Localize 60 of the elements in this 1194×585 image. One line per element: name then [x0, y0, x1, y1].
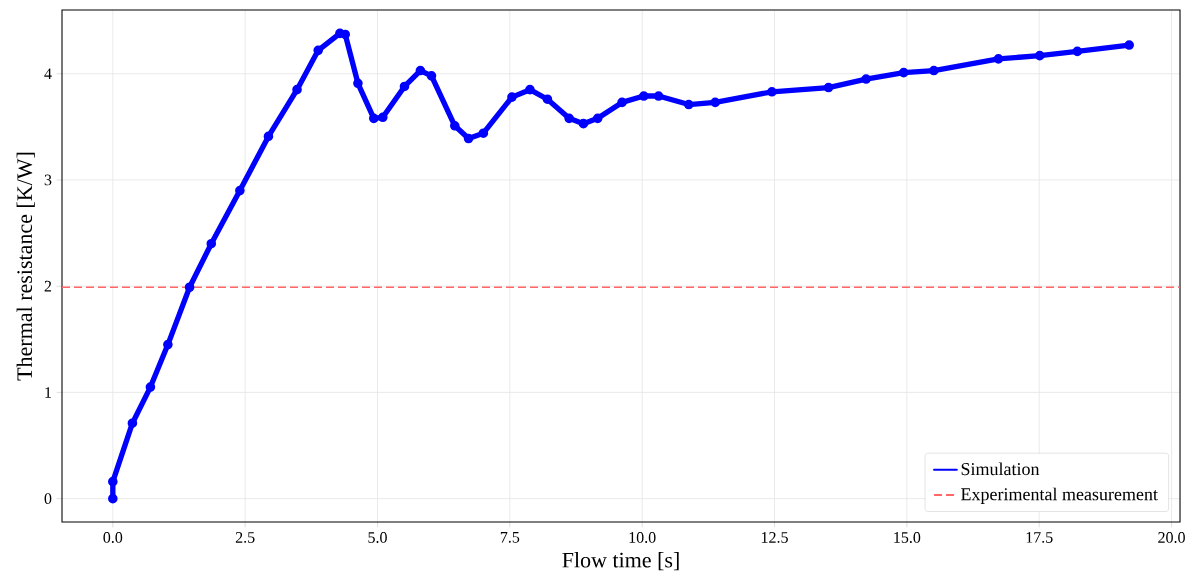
- point: [415, 65, 426, 76]
- point: [638, 91, 649, 101]
- point: [206, 238, 217, 249]
- point: [235, 185, 245, 196]
- point: [335, 28, 345, 39]
- point: [399, 81, 410, 92]
- point: [993, 54, 1004, 64]
- point: [592, 113, 603, 124]
- point: [542, 94, 553, 105]
- x-tick-label: 15.0: [894, 532, 921, 543]
- point: [525, 84, 535, 95]
- legend-label: Experimental measurement: [961, 487, 1158, 504]
- point: [578, 118, 589, 129]
- point: [617, 97, 627, 108]
- point: [564, 113, 574, 124]
- x-tick-label: 0.0: [103, 532, 123, 543]
- point: [767, 86, 777, 97]
- x-tick-label: 17.5: [1026, 532, 1053, 543]
- y-tick-label: 2: [44, 280, 52, 292]
- point: [184, 282, 195, 293]
- x-tick-label: 2.5: [235, 532, 255, 543]
- point: [353, 78, 363, 89]
- point: [507, 92, 517, 102]
- x-tick-label: 5.0: [368, 532, 387, 543]
- point: [653, 91, 664, 101]
- x-axis-title: Flow time [s]: [562, 552, 679, 571]
- x-tick-label: 10.0: [629, 532, 656, 543]
- point: [426, 71, 437, 81]
- x-tick-label: 20.0: [1158, 532, 1185, 543]
- point: [368, 113, 379, 124]
- point: [1072, 46, 1083, 57]
- point: [823, 82, 834, 93]
- y-tick-label: 0: [44, 493, 52, 505]
- y-tick-label: 1: [45, 387, 52, 398]
- point: [449, 120, 460, 131]
- point: [127, 418, 138, 429]
- legend-label: Simulation: [961, 462, 1040, 476]
- point: [292, 84, 302, 95]
- point: [861, 74, 871, 84]
- point: [1034, 50, 1045, 61]
- y-tick-label: 4: [44, 68, 52, 79]
- point: [340, 29, 351, 40]
- point: [108, 493, 118, 504]
- point: [1124, 40, 1134, 50]
- y-tick-label: 3: [44, 174, 52, 186]
- point: [263, 131, 274, 142]
- point: [898, 67, 909, 78]
- point: [377, 112, 388, 123]
- x-tick-label: 12.5: [761, 532, 788, 543]
- point: [463, 133, 474, 144]
- point: [929, 65, 939, 76]
- point: [683, 99, 694, 110]
- point: [108, 476, 118, 487]
- point: [478, 128, 489, 139]
- point: [313, 45, 324, 56]
- x-tick-label: 7.5: [500, 532, 520, 543]
- y-axis-title: Thermal resistance [K/W]: [16, 152, 35, 381]
- point: [145, 382, 156, 392]
- point: [710, 97, 721, 108]
- point: [163, 339, 173, 350]
